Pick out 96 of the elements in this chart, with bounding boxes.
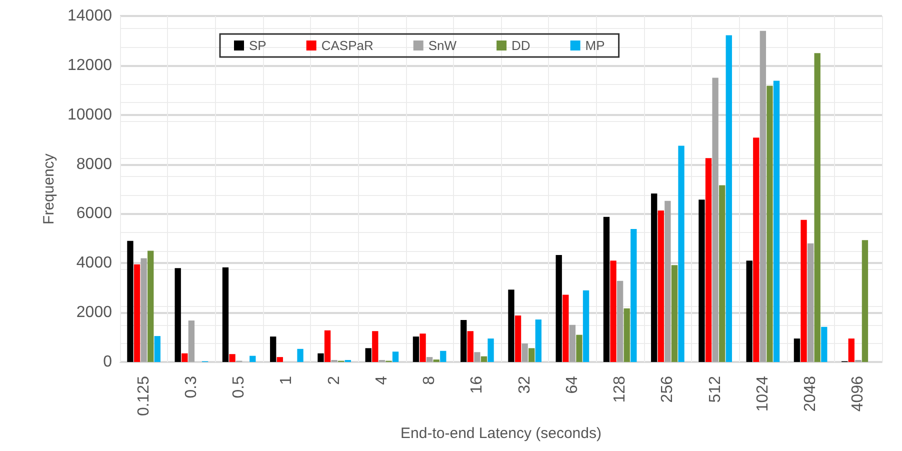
bar [773,80,780,362]
bar [616,280,624,362]
x-tick-label: 4 [373,376,390,385]
bar [318,353,324,362]
x-tick-label: 4096 [850,376,867,412]
x-tick-label: 0.125 [135,376,152,416]
bar [726,35,732,362]
y-tick-label: 6000 [76,205,112,222]
bar [671,265,678,362]
bar [753,138,760,362]
bar [508,290,514,362]
bar [324,330,331,362]
bar [582,290,590,362]
y-axis-title: Frequency [40,153,58,224]
bar [760,30,766,362]
bar [576,334,582,362]
bar [814,53,820,362]
bar [535,319,542,362]
bar [794,338,800,362]
bar [154,336,160,362]
bar [514,316,522,362]
bar [569,324,576,362]
bar [148,250,154,362]
bar [270,336,276,362]
bar [440,350,446,362]
x-tick-label: 128 [612,376,629,403]
bar [426,357,433,362]
legend-label: CASPaR [321,38,374,53]
x-tick-label: 2 [326,376,343,385]
x-tick-label: 0.5 [230,376,248,398]
bar [474,352,480,362]
y-tick-label: 8000 [76,156,112,173]
bar [134,264,140,362]
bar [522,343,528,362]
bar [678,146,684,362]
y-tick-label: 14000 [68,8,112,24]
bar [664,200,671,362]
bar [412,336,420,362]
bar [651,193,658,362]
bar [188,320,195,362]
bar [562,294,569,362]
x-tick-label: 32 [516,376,534,394]
x-tick-label: 256 [659,376,676,403]
bar [556,254,562,362]
x-tick-label: 2048 [802,376,820,412]
y-tick-label: 10000 [68,106,112,124]
bar [705,158,712,362]
bar [603,216,610,362]
legend-label: SP [249,38,266,53]
bar [372,331,378,362]
bar [807,243,814,362]
bar [250,356,256,362]
x-tick-label: 1 [278,376,296,385]
y-tick-label: 0 [103,354,112,370]
legend-label: SnW [428,38,458,53]
bar [610,260,616,362]
bar [127,240,134,362]
x-tick-label: 64 [564,376,581,394]
x-tick-label: 8 [421,376,438,385]
bar [420,334,426,362]
bar [719,185,726,362]
bar [821,326,828,362]
bar [630,229,637,362]
bar [488,338,494,362]
bar [624,308,630,362]
x-tick-label: 1024 [754,376,772,412]
bar [658,210,664,362]
bar [140,258,147,362]
bar [528,348,535,362]
y-tick-label: 2000 [76,304,112,322]
bar [766,86,773,362]
bar [229,354,236,362]
x-tick-label: 512 [706,376,724,403]
bar [480,356,488,362]
bar [862,240,868,362]
bar [276,357,283,362]
bar [222,267,229,362]
x-tick-label: 16 [468,376,486,394]
bar [392,352,399,362]
x-tick-label: 0.3 [182,376,200,398]
bar [800,220,807,362]
legend-label: MP [585,38,605,53]
x-axis-title: End-to-end Latency (seconds) [400,425,602,442]
bar [712,78,718,362]
legend-label: DD [512,38,530,53]
y-tick-label: 4000 [76,254,112,272]
bar [182,353,188,362]
bar [460,320,467,362]
bar [698,200,705,362]
bar [467,331,474,362]
bar [297,348,304,362]
y-tick-label: 12000 [68,56,112,74]
bar [174,268,181,362]
bar [746,260,752,362]
bar [365,348,372,362]
bar [848,338,854,362]
